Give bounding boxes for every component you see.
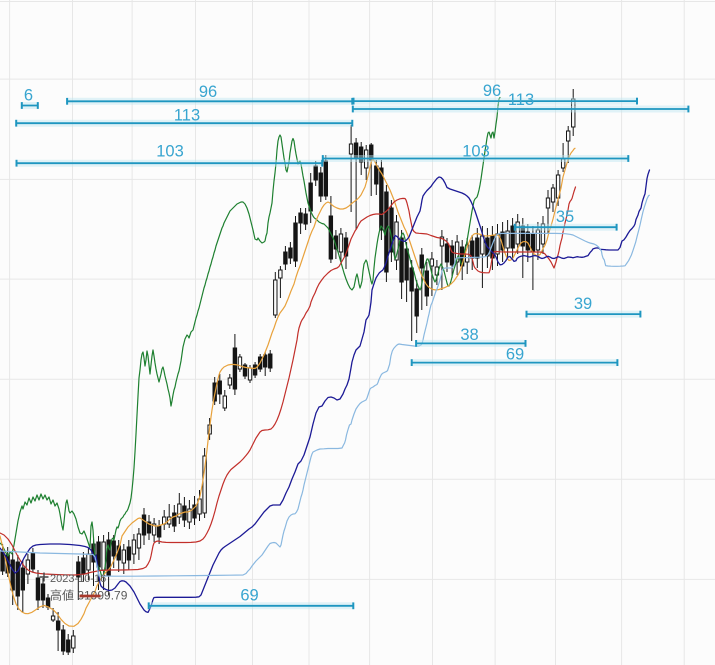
svg-text:6: 6 (24, 87, 33, 105)
svg-text:38: 38 (460, 326, 478, 344)
svg-text:103: 103 (462, 143, 490, 161)
svg-text:35: 35 (556, 208, 574, 226)
svg-text:113: 113 (508, 91, 534, 109)
svg-text:96: 96 (483, 82, 501, 100)
svg-text:69: 69 (240, 587, 258, 605)
svg-text:69: 69 (506, 346, 524, 364)
svg-text:39: 39 (574, 295, 592, 313)
svg-text:113: 113 (174, 107, 200, 125)
svg-text:103: 103 (156, 143, 184, 161)
svg-text:2023-10-16: 2023-10-16 (50, 573, 106, 585)
svg-text:96: 96 (199, 83, 217, 101)
